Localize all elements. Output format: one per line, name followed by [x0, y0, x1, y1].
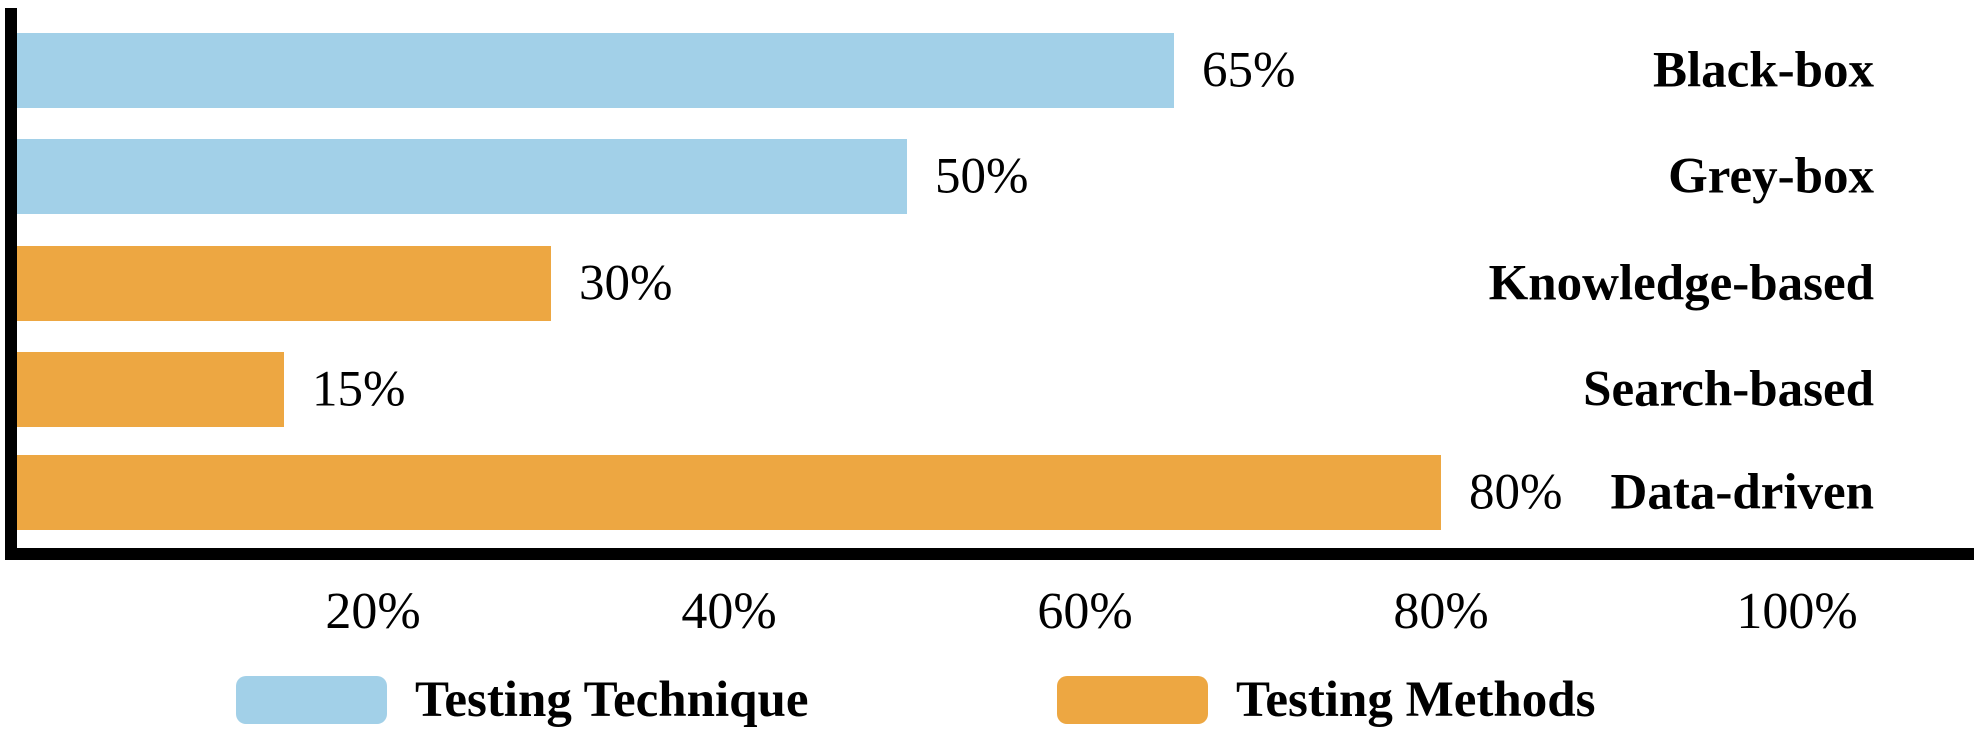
bar-row-search-based: 15% Search-based — [17, 352, 1974, 427]
legend-swatch-testing-methods — [1057, 676, 1208, 724]
x-tick-label-80: 80% — [1393, 583, 1489, 640]
x-tick-label-20: 20% — [325, 583, 421, 640]
bar-value-label: 15% — [312, 361, 406, 417]
x-tick-label-100: 100% — [1736, 583, 1858, 640]
bar-data-driven — [17, 455, 1441, 530]
category-label-knowledge-based: Knowledge-based — [1488, 255, 1874, 311]
bar-knowledge-based — [17, 246, 551, 321]
x-axis-spine — [5, 548, 1974, 560]
legend-item-testing-methods: Testing Methods — [1057, 674, 1595, 726]
bar-row-grey-box: 50% Grey-box — [17, 139, 1974, 214]
legend-item-testing-technique: Testing Technique — [236, 674, 809, 726]
legend-swatch-testing-technique — [236, 676, 387, 724]
bar-value-label: 65% — [1202, 42, 1296, 98]
legend-label: Testing Methods — [1236, 672, 1596, 728]
bar-value-label: 80% — [1469, 464, 1563, 520]
bar-value-label: 50% — [935, 148, 1029, 204]
category-label-search-based: Search-based — [1583, 361, 1874, 417]
bar-row-knowledge-based: 30% Knowledge-based — [17, 246, 1974, 321]
y-axis-spine — [5, 8, 17, 560]
bar-search-based — [17, 352, 284, 427]
category-label-grey-box: Grey-box — [1668, 148, 1874, 204]
bar-grey-box — [17, 139, 907, 214]
x-tick-label-40: 40% — [681, 583, 777, 640]
legend-label: Testing Technique — [415, 672, 809, 728]
x-tick-label-60: 60% — [1037, 583, 1133, 640]
category-label-data-driven: Data-driven — [1610, 464, 1874, 520]
legend: Testing Technique Testing Methods — [0, 674, 1974, 726]
bar-value-label: 30% — [579, 255, 673, 311]
bar-row-data-driven: 80% Data-driven — [17, 455, 1974, 530]
category-label-black-box: Black-box — [1652, 42, 1874, 98]
bar-black-box — [17, 33, 1174, 108]
bar-row-black-box: 65% Black-box — [17, 33, 1974, 108]
x-axis-tick-labels: 20% 40% 60% 80% 100% — [17, 582, 1974, 642]
